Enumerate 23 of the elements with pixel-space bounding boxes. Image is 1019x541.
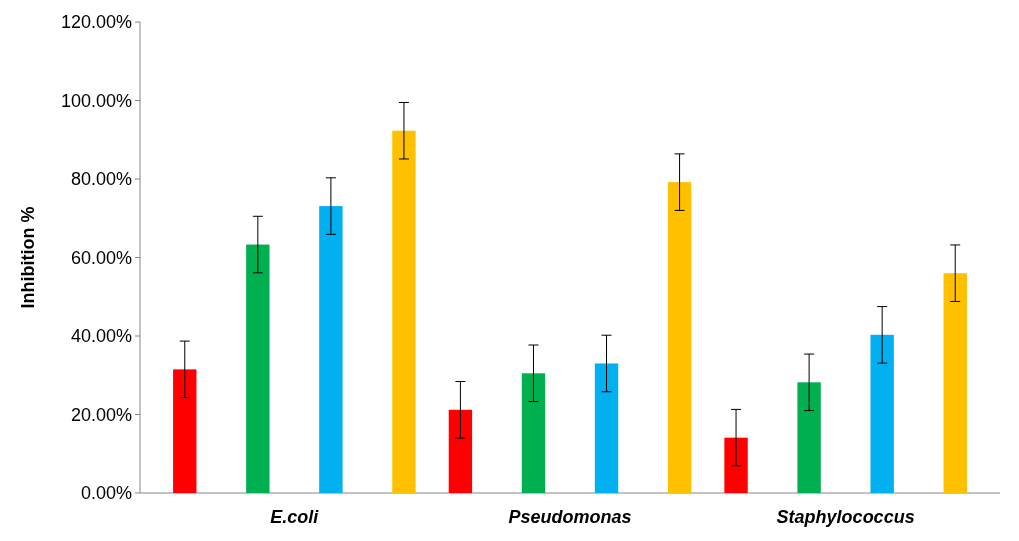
y-tick-label: 40.00% bbox=[70, 326, 132, 347]
y-tick-label: 100.00% bbox=[60, 90, 132, 111]
x-tick-label: E.coli bbox=[270, 507, 320, 527]
bar bbox=[943, 273, 967, 493]
y-tick-label: 20.00% bbox=[70, 404, 132, 425]
x-tick-label: Staphylococcus bbox=[776, 507, 915, 527]
bar bbox=[667, 182, 692, 493]
y-tick-label: 60.00% bbox=[70, 247, 132, 268]
bar bbox=[173, 369, 197, 493]
bar bbox=[319, 206, 343, 493]
bar bbox=[392, 130, 416, 493]
y-tick-label: 120.00% bbox=[60, 12, 132, 33]
bar bbox=[521, 373, 546, 493]
bar bbox=[448, 409, 473, 493]
y-tick-label: 0.00% bbox=[80, 483, 132, 504]
bar bbox=[594, 363, 619, 493]
y-tick-label: 80.00% bbox=[70, 169, 132, 190]
bar bbox=[246, 244, 270, 493]
y-axis-title: Inhibition % bbox=[18, 206, 38, 309]
bar bbox=[797, 382, 821, 493]
bar bbox=[870, 334, 894, 493]
bar bbox=[724, 437, 748, 493]
x-tick-label: Pseudomonas bbox=[508, 507, 632, 527]
